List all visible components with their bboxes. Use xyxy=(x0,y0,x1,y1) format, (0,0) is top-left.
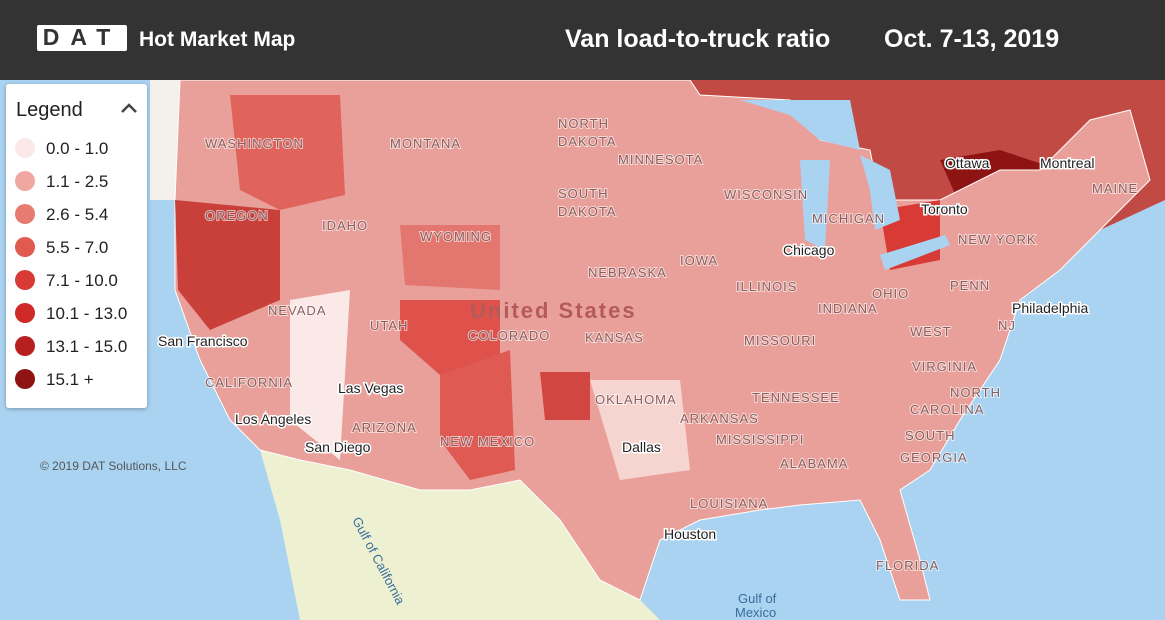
region-label: NORTH xyxy=(558,116,609,131)
legend-swatch xyxy=(15,171,35,191)
region-label: OREGON xyxy=(205,208,269,223)
legend-swatch xyxy=(15,204,35,224)
region-oregon xyxy=(175,200,280,330)
region-label: WEST xyxy=(910,324,952,339)
region-label: TENNESSEE xyxy=(752,390,840,405)
legend-box xyxy=(6,84,147,408)
region-label: LOUISIANA xyxy=(690,496,768,511)
legend-swatch xyxy=(15,369,35,389)
logo-box xyxy=(37,25,127,51)
region-washington xyxy=(230,95,345,210)
region-label: WASHINGTON xyxy=(205,136,304,151)
legend-label: 7.1 - 10.0 xyxy=(46,271,118,290)
city-label: Los Angeles xyxy=(235,411,311,427)
region-label: DAKOTA xyxy=(558,134,617,149)
legend-label: 15.1 + xyxy=(46,370,94,389)
region-label: NEBRASKA xyxy=(588,265,667,280)
lake-huron xyxy=(860,155,900,230)
region-label: CAROLINA xyxy=(910,402,984,417)
mexico xyxy=(260,450,660,620)
region-label: ALABAMA xyxy=(780,456,848,471)
legend-swatch xyxy=(15,138,35,158)
region-label: ARIZONA xyxy=(352,420,417,435)
region-label: Mexico xyxy=(735,605,776,620)
region-wyoming xyxy=(400,225,500,290)
city-label: Montreal xyxy=(1040,155,1094,171)
region-label: IDAHO xyxy=(322,218,368,233)
region-label: DAKOTA xyxy=(558,204,617,219)
lake-michigan xyxy=(800,160,830,250)
city-label: San Diego xyxy=(305,439,371,455)
city-label: Toronto xyxy=(921,201,968,217)
region-label: MONTANA xyxy=(390,136,461,151)
region-texas xyxy=(590,380,690,480)
region-label: MISSISSIPPI xyxy=(716,432,804,447)
region-label: INDIANA xyxy=(818,301,878,316)
legend-label: 1.1 - 2.5 xyxy=(46,172,108,191)
lake-superior xyxy=(740,100,860,150)
region-amarillo xyxy=(540,372,590,420)
region-nevada xyxy=(290,290,350,460)
region-label: MAINE xyxy=(1092,181,1138,196)
region-label: Gulf of xyxy=(738,591,777,606)
region-label: SOUTH xyxy=(558,186,609,201)
legend-label: 10.1 - 13.0 xyxy=(46,304,127,323)
legend-swatch xyxy=(15,237,35,257)
region-label: NEVADA xyxy=(268,303,327,318)
region-label: OHIO xyxy=(872,286,909,301)
canada-west xyxy=(150,80,180,200)
copyright: © 2019 DAT Solutions, LLC xyxy=(40,459,187,473)
region-label: GEORGIA xyxy=(900,450,968,465)
date-range: Oct. 7-13, 2019 xyxy=(884,25,1059,53)
region-label: COLORADO xyxy=(468,328,550,343)
region-colorado xyxy=(400,300,500,375)
legend-swatch xyxy=(15,270,35,290)
region-label: KANSAS xyxy=(585,330,644,345)
metric: Van load-to-truck ratio xyxy=(565,25,830,53)
region-label: MINNESOTA xyxy=(618,152,703,167)
city-label: Chicago xyxy=(783,242,835,258)
city-label: Ottawa xyxy=(945,155,990,171)
region-label: SOUTH xyxy=(905,428,956,443)
region-label: MICHIGAN xyxy=(812,211,885,226)
legend-collapse[interactable] xyxy=(121,103,137,113)
city-label: United States xyxy=(470,298,637,323)
city-label: Las Vegas xyxy=(338,380,403,396)
region-label: FLORIDA xyxy=(876,558,939,573)
region-label: MISSOURI xyxy=(744,333,816,348)
region-label: UTAH xyxy=(370,318,408,333)
region-new-mexico xyxy=(440,350,515,480)
city-label: Dallas xyxy=(622,439,661,455)
region-label: IOWA xyxy=(680,253,718,268)
region-label: PENN xyxy=(950,278,990,293)
region-label: OKLAHOMA xyxy=(595,392,677,407)
city-label: San Francisco xyxy=(158,333,248,349)
legend-label: 13.1 - 15.0 xyxy=(46,337,127,356)
city-label: Philadelphia xyxy=(1012,300,1088,316)
legend-swatch xyxy=(15,336,35,356)
header-bar xyxy=(0,0,1165,80)
legend-title: Legend xyxy=(16,99,83,121)
app-title: Hot Market Map xyxy=(139,28,295,51)
region-label: CALIFORNIA xyxy=(205,375,293,390)
logo: DAT xyxy=(43,24,122,50)
legend-label: 5.5 - 7.0 xyxy=(46,238,108,257)
city-label: Houston xyxy=(664,526,716,542)
region-label: NORTH xyxy=(950,385,1001,400)
region-label: ARKANSAS xyxy=(680,411,759,426)
lake-erie xyxy=(880,235,950,270)
region-label: NEW MEXICO xyxy=(440,434,535,449)
region-label: ILLINOIS xyxy=(736,279,797,294)
legend-swatch xyxy=(15,303,35,323)
region-label: WYOMING xyxy=(420,229,492,244)
map[interactable] xyxy=(0,79,1165,620)
region-label: NEW YORK xyxy=(958,232,1037,247)
region-label: WISCONSIN xyxy=(724,187,808,202)
legend-label: 0.0 - 1.0 xyxy=(46,139,108,158)
legend-label: 2.6 - 5.4 xyxy=(46,205,108,224)
region-label: NJ xyxy=(998,318,1016,333)
region-label: VIRGINIA xyxy=(912,359,977,374)
